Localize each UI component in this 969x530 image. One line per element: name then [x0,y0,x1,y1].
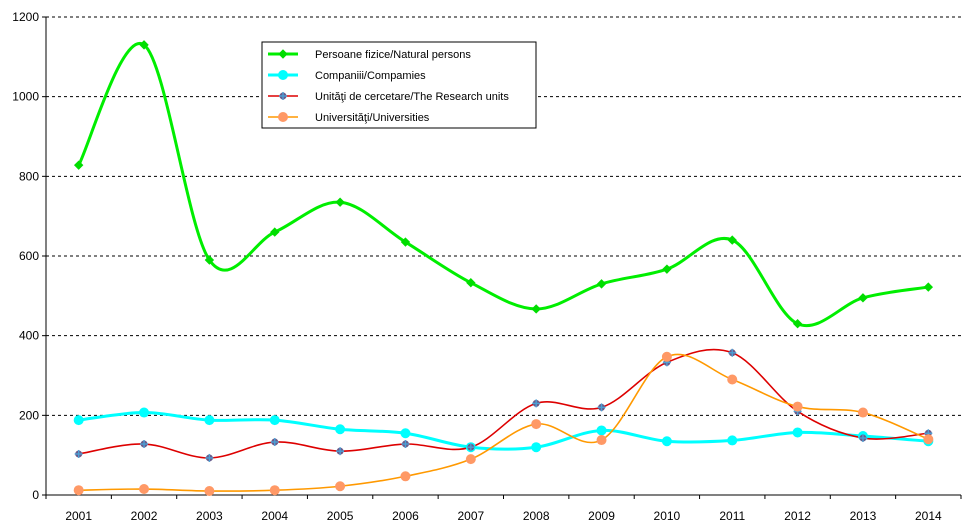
data-point-s2 [793,428,802,437]
line-chart: 020040060080010001200 200120022003200420… [0,0,969,530]
data-point-s4 [140,485,149,494]
x-tick-label: 2012 [784,509,811,523]
data-point-s3 [140,440,148,448]
data-point-s1 [663,265,671,273]
legend-label: Companiii/Compamies [315,70,426,82]
data-point-s3 [532,399,540,407]
data-point-s4 [662,352,671,361]
data-point-s2 [728,436,737,445]
data-point-s4 [336,482,345,491]
x-tick-label: 2004 [261,509,288,523]
y-tick-label: 800 [19,169,39,183]
y-tick-labels: 0 200 400 600 800 1000 1200 [12,10,46,502]
data-point-s1 [336,198,344,206]
data-point-s3 [728,349,736,357]
data-point-s4 [532,420,541,429]
data-point-s1 [532,305,540,313]
x-tick-label: 2007 [457,509,484,523]
data-point-s2 [401,429,410,438]
data-point-s4 [466,455,475,464]
x-tick-label: 2013 [850,509,877,523]
data-point-s4 [924,435,933,444]
x-tick-label: 2005 [327,509,354,523]
data-point-s3 [205,454,213,462]
data-point-s4 [270,486,279,495]
data-point-s3 [271,438,279,446]
legend-label: Unităţi de cercetare/The Research units [315,91,509,103]
data-point-s4 [205,487,214,496]
legend-label: Universităţi/Universities [315,112,430,124]
x-tick-label: 2010 [654,509,681,523]
data-point-s4 [858,408,867,417]
data-point-s2 [532,443,541,452]
data-point-s1 [924,283,932,291]
data-point-s3 [598,403,606,411]
x-tick-label: 2006 [392,509,419,523]
data-point-s2 [270,416,279,425]
legend-marker [279,71,288,80]
x-tick-label: 2003 [196,509,223,523]
x-tick-label: 2014 [915,509,942,523]
x-tick-labels: 2001 2002 2003 2004 2005 2006 2007 2008 2009 2010… [46,495,961,523]
x-tick-label: 2002 [131,509,158,523]
x-tick-label: 2009 [588,509,615,523]
data-point-s4 [793,402,802,411]
data-point-s3 [75,450,83,458]
y-tick-label: 600 [19,249,39,263]
data-point-s1 [859,294,867,302]
x-tick-label: 2011 [719,509,745,523]
y-tick-label: 0 [32,488,39,502]
x-tick-label: 2008 [523,509,550,523]
x-tick-label: 2001 [65,509,92,523]
data-point-s4 [74,486,83,495]
data-point-s2 [662,437,671,446]
data-point-s4 [728,375,737,384]
data-point-s2 [597,426,606,435]
legend-marker [279,113,288,122]
data-point-s4 [597,436,606,445]
y-tick-label: 1000 [12,90,39,104]
legend: Persoane fizice/Natural persons Companiii… [262,42,536,128]
data-point-s3 [401,440,409,448]
y-tick-label: 400 [19,329,39,343]
legend-label: Persoane fizice/Natural persons [315,49,471,61]
data-point-s3 [336,447,344,455]
y-tick-label: 1200 [12,10,39,24]
data-point-s4 [401,472,410,481]
data-point-s2 [205,416,214,425]
data-point-s1 [598,280,606,288]
data-point-s2 [140,408,149,417]
data-point-s2 [336,425,345,434]
y-tick-label: 200 [19,408,39,422]
data-point-s2 [74,416,83,425]
